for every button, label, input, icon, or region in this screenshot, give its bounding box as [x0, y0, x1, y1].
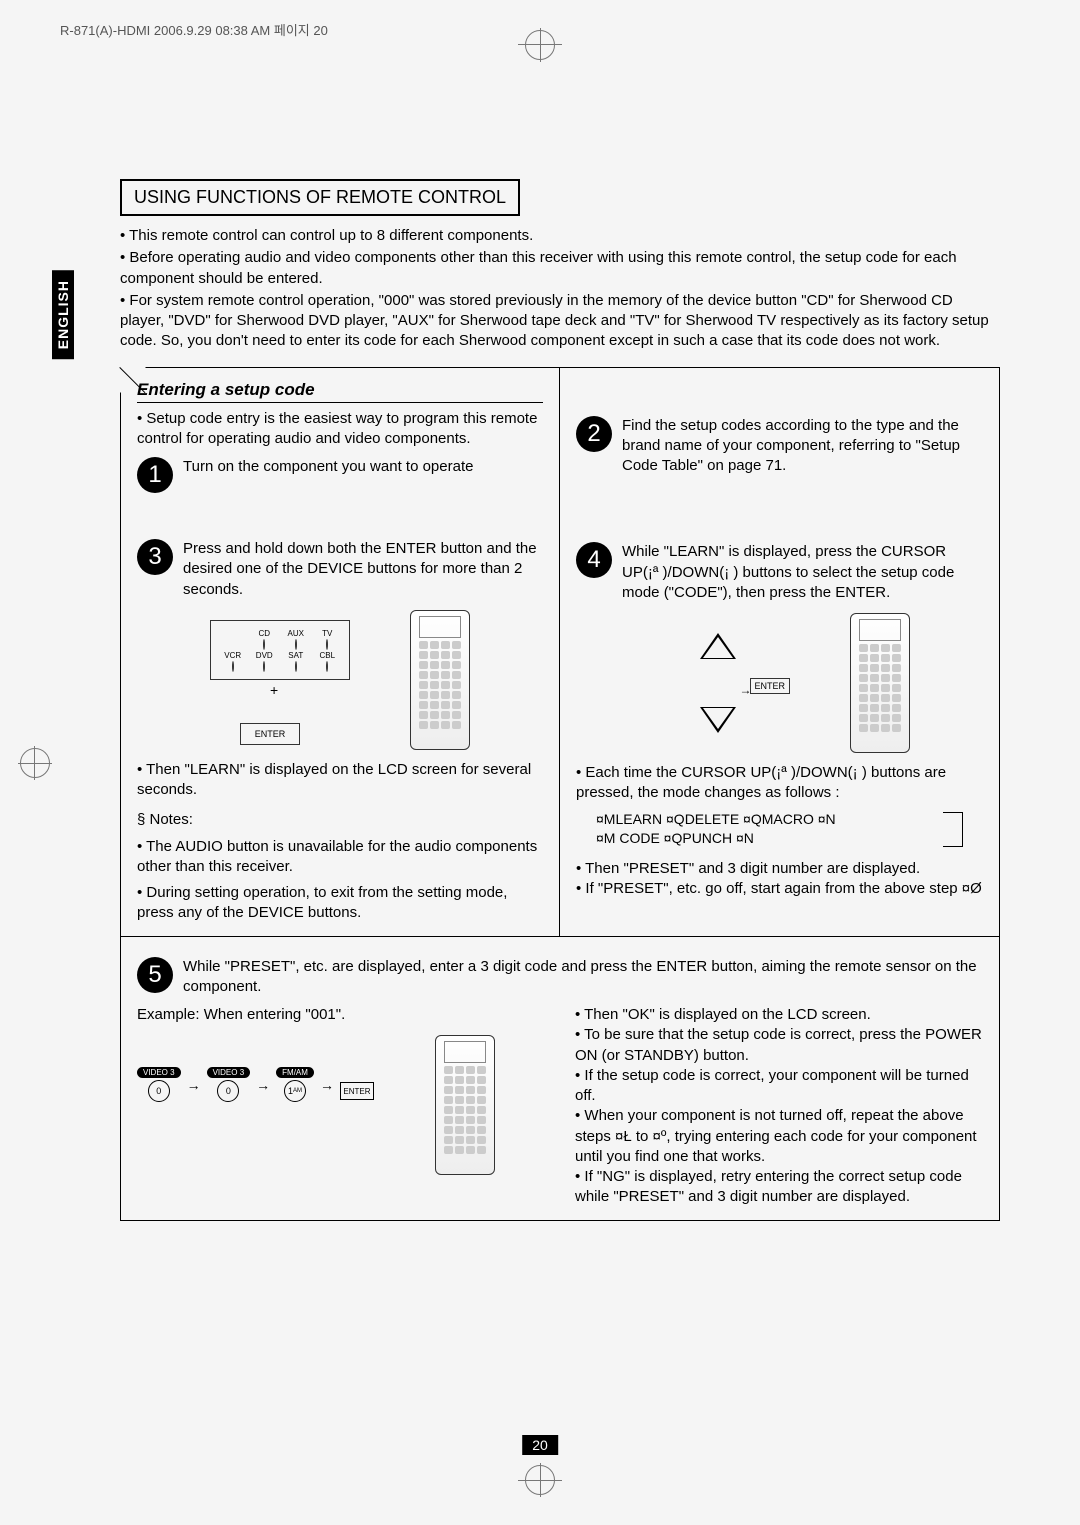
page-number: 20	[522, 1435, 558, 1455]
step-1-text: Turn on the component you want to operat…	[183, 457, 543, 477]
step-1: 1 Turn on the component you want to oper…	[137, 457, 543, 493]
arrow-right-icon: →	[187, 1077, 201, 1093]
seq-btn: VIDEO 3 0	[137, 1067, 181, 1102]
step-4: 4 While "LEARN" is displayed, press the …	[576, 542, 983, 603]
sub-heading: Entering a setup code	[137, 380, 543, 403]
remote-icon	[435, 1035, 495, 1175]
seq-enter-label: ENTER	[340, 1082, 374, 1100]
final-bullet: • Then "OK" is displayed on the LCD scre…	[575, 1005, 983, 1025]
device-label: TV	[315, 629, 339, 638]
device-label: CBL	[315, 651, 339, 660]
mode-cycle: ¤MLEARN ¤QDELETE ¤QMACRO ¤N ¤M CODE ¤QPU…	[596, 810, 983, 849]
intro-bullets: • This remote control can control up to …	[120, 226, 1000, 352]
remote-icon	[410, 610, 470, 750]
enter-label-diagram: ENTER	[750, 678, 791, 694]
enter-button-diagram: ENTER	[240, 723, 300, 745]
example-block: Example: When entering "001". VIDEO 3 0 …	[137, 1005, 545, 1208]
section-title: USING FUNCTIONS OF REMOTE CONTROL	[120, 179, 520, 216]
device-enter-diagram: CD AUX TV VCR DVD SAT CBL +	[200, 610, 480, 750]
sub-intro: • Setup code entry is the easiest way to…	[137, 409, 543, 450]
seq-btn-value: 0	[148, 1080, 170, 1102]
device-label: VCR	[221, 651, 245, 660]
intro-bullet: • Before operating audio and video compo…	[120, 248, 1000, 289]
final-bullet: • If "NG" is displayed, retry entering t…	[575, 1167, 983, 1208]
seq-btn-value: 1AM	[284, 1080, 306, 1102]
step-badge-1: 1	[137, 457, 173, 493]
crop-line	[18, 763, 52, 764]
step-5-row: 5 While "PRESET", etc. are displayed, en…	[121, 936, 999, 1220]
mode-cycle-line: ¤MLEARN ¤QDELETE ¤QMACRO ¤N	[596, 810, 983, 830]
right-note: • If "PRESET", etc. go off, start again …	[576, 879, 983, 899]
cursor-enter-diagram: → ENTER	[640, 613, 920, 753]
step-3: 3 Press and hold down both the ENTER but…	[137, 539, 543, 600]
right-note: • Each time the CURSOR UP(¡ª )/DOWN(¡ ) …	[576, 763, 983, 804]
section-title-text: USING FUNCTIONS OF REMOTE CONTROL	[134, 187, 506, 207]
step-badge-3: 3	[137, 539, 173, 575]
step-5-text: While "PRESET", etc. are displayed, ente…	[183, 957, 983, 998]
final-bullet: • If the setup code is correct, your com…	[575, 1066, 983, 1107]
step-3-text: Press and hold down both the ENTER butto…	[183, 539, 543, 600]
crop-line	[34, 746, 35, 780]
step-2-text: Find the setup codes according to the ty…	[622, 416, 983, 477]
step-5: 5 While "PRESET", etc. are displayed, en…	[137, 957, 983, 998]
seq-btn-label: FM/AM	[276, 1067, 314, 1078]
step-badge-5: 5	[137, 957, 173, 993]
cursor-arrows: → ENTER	[670, 633, 770, 733]
remote-icon	[850, 613, 910, 753]
step-badge-2: 2	[576, 416, 612, 452]
device-label: DVD	[252, 651, 276, 660]
cycle-arrow-line	[943, 812, 963, 847]
cursor-down-icon	[700, 705, 736, 733]
final-bullets: • Then "OK" is displayed on the LCD scre…	[575, 1005, 983, 1208]
plus-icon: +	[270, 682, 278, 698]
device-label: AUX	[284, 629, 308, 638]
left-note: • The AUDIO button is unavailable for th…	[137, 837, 543, 878]
final-bullet: • When your component is not turned off,…	[575, 1106, 983, 1167]
left-note: § Notes:	[137, 810, 543, 830]
intro-bullet: • For system remote control operation, "…	[120, 291, 1000, 352]
arrow-right-icon: →	[256, 1077, 270, 1093]
seq-btn: ENTER	[340, 1069, 374, 1100]
seq-btn: VIDEO 3 0	[207, 1067, 251, 1102]
arrow-right-icon: →	[320, 1077, 334, 1093]
right-note: • Then "PRESET" and 3 digit number are d…	[576, 859, 983, 879]
device-buttons-panel: CD AUX TV VCR DVD SAT CBL	[210, 620, 350, 680]
left-note: • Then "LEARN" is displayed on the LCD s…	[137, 760, 543, 801]
seq-btn: FM/AM 1AM	[276, 1067, 314, 1102]
seq-btn-value: 0	[217, 1080, 239, 1102]
right-column: 2 Find the setup codes according to the …	[560, 368, 999, 936]
left-column: Entering a setup code • Setup code entry…	[121, 368, 560, 936]
step-4-text: While "LEARN" is displayed, press the CU…	[622, 542, 983, 603]
device-label: CD	[252, 629, 276, 638]
print-header: R-871(A)-HDMI 2006.9.29 08:38 AM 페이지 20	[60, 20, 1020, 39]
intro-bullet: • This remote control can control up to …	[120, 226, 1000, 246]
example-label: Example: When entering "001".	[137, 1005, 545, 1025]
step-2: 2 Find the setup codes according to the …	[576, 416, 983, 477]
seq-btn-label: VIDEO 3	[137, 1067, 181, 1078]
final-bullet: • To be sure that the setup code is corr…	[575, 1025, 983, 1066]
seq-btn-label: VIDEO 3	[207, 1067, 251, 1078]
crop-line	[540, 1463, 541, 1497]
device-label: SAT	[284, 651, 308, 660]
content-frame: Entering a setup code • Setup code entry…	[120, 367, 1000, 1221]
button-sequence: VIDEO 3 0 → VIDEO 3 0 → FM/AM 1A	[137, 1067, 374, 1102]
step-badge-4: 4	[576, 542, 612, 578]
cursor-up-icon	[700, 633, 736, 661]
mode-cycle-line: ¤M CODE ¤QPUNCH ¤N	[596, 829, 983, 849]
left-note: • During setting operation, to exit from…	[137, 883, 543, 924]
